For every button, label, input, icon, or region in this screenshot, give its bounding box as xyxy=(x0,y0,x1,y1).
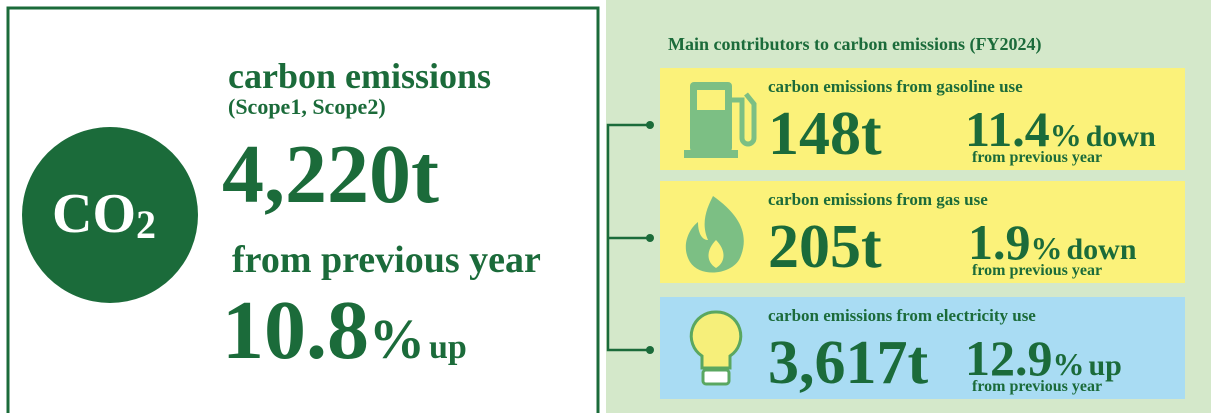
contributor-change-label: from previous year xyxy=(972,262,1102,279)
contributor-card xyxy=(660,297,1185,399)
contributor-card xyxy=(660,181,1185,283)
summary-scope: (Scope1, Scope2) xyxy=(228,94,386,119)
change-unit: % xyxy=(1050,117,1082,153)
contributor-label: carbon emissions from electricity use xyxy=(768,306,1036,325)
summary-change-label: from previous year xyxy=(232,239,541,281)
co2-badge xyxy=(22,127,198,303)
summary-change: 10.8% up xyxy=(222,284,467,377)
contributor-card xyxy=(660,68,1185,170)
contributor-amount: 148t xyxy=(768,100,882,168)
change-value: 1.9 xyxy=(968,214,1031,270)
contributor-change-label: from previous year xyxy=(972,378,1102,395)
summary-label: carbon emissions xyxy=(228,56,491,96)
change-value: 12.9 xyxy=(965,330,1053,386)
contributors-title: Main contributors to carbon emissions (F… xyxy=(668,34,1041,55)
contributor-change-label: from previous year xyxy=(972,149,1102,166)
contributor-change: 12.9% up xyxy=(965,330,1122,386)
change-unit: % xyxy=(1053,346,1085,382)
connector-dot xyxy=(646,346,654,354)
change-direction: up xyxy=(1089,349,1122,382)
contributor-change: 11.4% down xyxy=(965,101,1156,157)
gas-icon xyxy=(685,196,744,273)
connector xyxy=(606,123,650,352)
co2-symbol: CO2 xyxy=(52,183,156,247)
contributor-amount: 205t xyxy=(768,213,882,281)
contributor-label: carbon emissions from gasoline use xyxy=(768,77,1023,96)
change-direction: down xyxy=(1086,120,1156,153)
change-unit: % xyxy=(1031,230,1063,266)
contributor-change: 1.9% down xyxy=(968,214,1137,270)
electricity-icon xyxy=(689,310,743,386)
summary-amount: 4,220t xyxy=(222,128,439,221)
change-direction: down xyxy=(1067,233,1137,266)
change-value: 11.4 xyxy=(965,101,1050,157)
gasoline-icon xyxy=(684,82,757,158)
connector-dot xyxy=(646,234,654,242)
contributor-amount: 3,617t xyxy=(768,329,929,397)
connector-dot xyxy=(646,121,654,129)
contributor-label: carbon emissions from gas use xyxy=(768,190,988,209)
